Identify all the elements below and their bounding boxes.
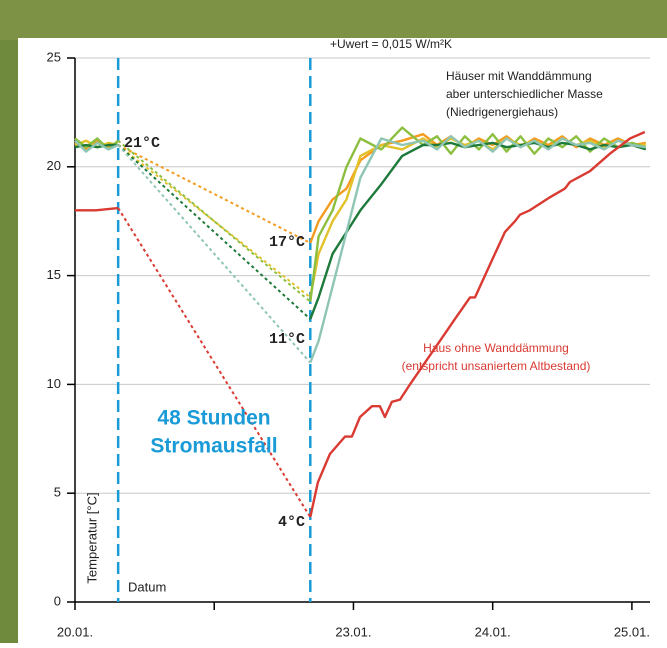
temp-label: 21°C (124, 135, 160, 152)
x-tick-label: 25.01. (614, 624, 650, 639)
y-axis-label: Temperatur [°C] (84, 492, 99, 583)
uninsulated-note: (entspricht unsaniertem Altbestand) (402, 359, 591, 373)
x-axis-label: Datum (128, 579, 166, 594)
y-tick-label: 25 (47, 49, 61, 64)
insulated-note: (Niedrigenergiehaus) (446, 105, 558, 119)
uwert-note: +Uwert = 0,015 W/m²K (330, 37, 452, 51)
insulated-note: Häuser mit Wanddämmung (446, 69, 592, 83)
uninsulated-note: Haus ohne Wanddämmung (423, 341, 569, 355)
y-tick-label: 5 (54, 485, 61, 500)
panel (18, 38, 667, 643)
outage-note: 48 Stunden (157, 407, 270, 430)
temp-label: 17°C (269, 234, 305, 251)
y-tick-label: 10 (47, 376, 61, 391)
y-tick-label: 20 (47, 158, 61, 173)
insulated-note: aber unterschiedlicher Masse (446, 87, 603, 101)
temp-label: 11°C (269, 331, 305, 348)
temp-label: 4°C (278, 514, 305, 531)
chart: 0 5 10 15 20 25 20.01. 23.01. 24.01. 25.01. +Uwer… (0, 0, 667, 643)
x-tick-label: 23.01. (335, 624, 371, 639)
y-tick-label: 15 (47, 267, 61, 282)
grass-band (0, 0, 667, 40)
y-tick-label: 0 (54, 593, 61, 608)
x-tick-label: 20.01. (57, 624, 93, 639)
x-tick-label: 24.01. (475, 624, 511, 639)
outage-note: Stromausfall (150, 435, 277, 458)
